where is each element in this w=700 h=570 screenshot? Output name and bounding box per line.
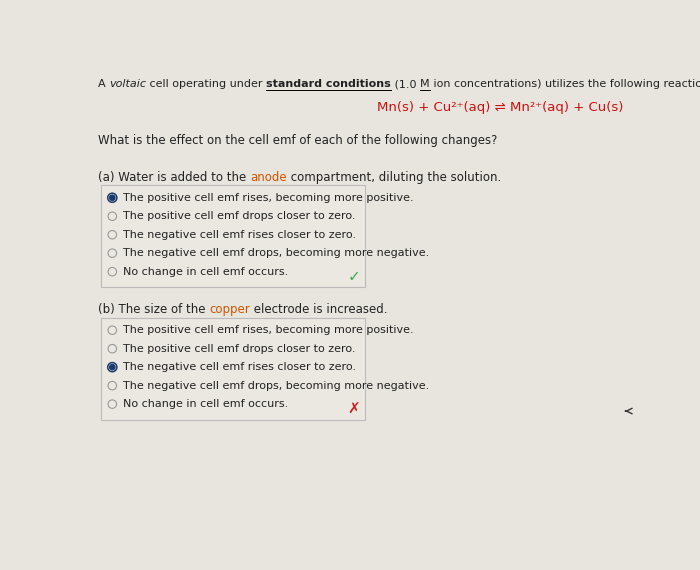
Circle shape (110, 195, 115, 201)
Text: ✓: ✓ (347, 269, 360, 284)
Text: A: A (98, 79, 109, 89)
Text: ion concentrations) utilizes the following reaction:: ion concentrations) utilizes the followi… (430, 79, 700, 89)
Text: cell operating under: cell operating under (146, 79, 267, 89)
Text: ✗: ✗ (347, 401, 360, 417)
Circle shape (108, 193, 117, 202)
Text: What is the effect on the cell emf of each of the following changes?: What is the effect on the cell emf of ea… (98, 134, 498, 147)
Text: (a) Water is added to the: (a) Water is added to the (98, 171, 251, 184)
Text: (1.0: (1.0 (391, 79, 420, 89)
Text: Mn(s) + Cu²⁺(aq) ⇌ Mn²⁺(aq) + Cu(s): Mn(s) + Cu²⁺(aq) ⇌ Mn²⁺(aq) + Cu(s) (377, 101, 624, 114)
Text: The negative cell emf rises closer to zero.: The negative cell emf rises closer to ze… (123, 230, 356, 240)
Text: voltaic: voltaic (109, 79, 146, 89)
Circle shape (109, 364, 116, 370)
Text: copper: copper (209, 303, 251, 316)
Text: The positive cell emf rises, becoming more positive.: The positive cell emf rises, becoming mo… (123, 325, 414, 335)
Text: No change in cell emf occurs.: No change in cell emf occurs. (123, 399, 288, 409)
Text: electrode is increased.: electrode is increased. (251, 303, 388, 316)
Circle shape (109, 195, 116, 201)
Text: The positive cell emf drops closer to zero.: The positive cell emf drops closer to ze… (123, 211, 356, 221)
FancyBboxPatch shape (102, 318, 365, 420)
Text: The negative cell emf rises closer to zero.: The negative cell emf rises closer to ze… (123, 362, 356, 372)
Text: standard conditions: standard conditions (267, 79, 391, 89)
Circle shape (110, 364, 115, 370)
Text: No change in cell emf occurs.: No change in cell emf occurs. (123, 267, 288, 276)
FancyBboxPatch shape (102, 185, 365, 287)
Text: The positive cell emf rises, becoming more positive.: The positive cell emf rises, becoming mo… (123, 193, 414, 203)
Text: The negative cell emf drops, becoming more negative.: The negative cell emf drops, becoming mo… (123, 248, 429, 258)
Text: anode: anode (251, 171, 287, 184)
Text: M: M (420, 79, 430, 89)
Text: (b) The size of the: (b) The size of the (98, 303, 209, 316)
Text: The negative cell emf drops, becoming more negative.: The negative cell emf drops, becoming mo… (123, 381, 429, 390)
Text: The positive cell emf drops closer to zero.: The positive cell emf drops closer to ze… (123, 344, 356, 353)
Circle shape (108, 363, 117, 372)
Text: compartment, diluting the solution.: compartment, diluting the solution. (287, 171, 501, 184)
